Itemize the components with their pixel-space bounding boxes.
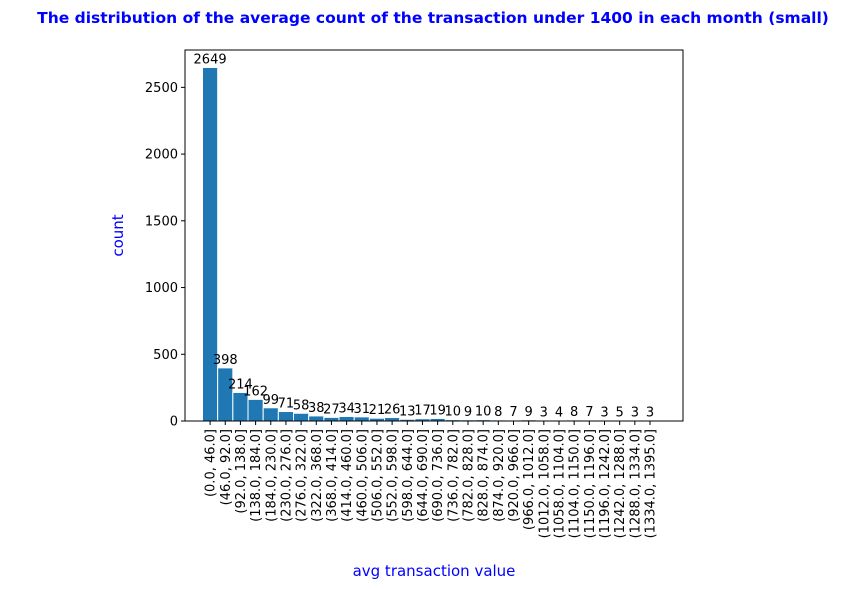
x-tick-label: (644.0, 690.0] [416,429,431,522]
x-axis-label: avg transaction value [353,562,516,580]
bar [384,417,401,422]
bar-value-label: 162 [243,384,268,399]
bar-value-label: 71 [278,397,295,412]
x-tick-label: (0.0, 46.0] [204,429,219,497]
x-tick-label: (736.0, 782.0] [446,429,461,522]
bar-value-label: 9 [464,405,472,420]
y-axis-ticks: 0 500 1000 1500 2000 2500 [145,81,185,430]
x-tick-label: (506.0, 552.0] [370,429,385,522]
y-tick-label: 0 [170,415,178,430]
y-tick-label: 1500 [145,214,178,229]
x-axis-ticks: (0.0, 46.0] (46.0, 92.0] (92.0, 138.0] (138… [204,421,659,538]
bar-value-label: 31 [354,402,371,417]
bar-value-label: 19 [429,403,446,418]
bar-value-label: 398 [213,353,238,368]
x-tick-label: (1242.0, 1288.0] [613,429,628,538]
y-tick-label: 1000 [145,281,178,296]
bar [338,415,355,422]
x-tick-label: (1150.0, 1196.0] [583,429,598,538]
x-tick-label: (552.0, 598.0] [386,429,401,522]
bar-value-label: 58 [293,398,310,413]
chart-title: The distribution of the average count of… [37,9,829,27]
x-tick-label: (1334.0, 1395.0] [644,429,659,538]
bar-value-label: 34 [338,401,355,416]
bar [247,398,264,422]
bar-value-label: 10 [445,405,462,420]
x-tick-label: (828.0, 874.0] [477,429,492,522]
y-axis-label: count [109,214,127,256]
bar [323,416,340,422]
x-tick-label: (368.0, 414.0] [325,429,340,522]
y-tick-label: 2500 [145,81,178,96]
bar-value-label: 21 [369,403,386,418]
bar-value-label: 214 [228,377,253,392]
x-tick-label: (184.0, 230.0] [264,429,279,522]
bars [202,66,659,422]
bar-value-label: 38 [308,401,325,416]
bar-value-label: 8 [494,405,502,420]
x-tick-label: (276.0, 322.0] [295,429,310,522]
x-tick-label: (598.0, 644.0] [401,429,416,522]
x-tick-label: (1288.0, 1334.0] [628,429,643,538]
x-tick-label: (322.0, 368.0] [310,429,325,522]
bar-value-label: 5 [616,405,624,420]
bar-value-label: 8 [570,405,578,420]
x-tick-label: (460.0, 506.0] [355,429,370,522]
x-tick-label: (138.0, 184.0] [249,429,264,522]
bar-value-label: 3 [540,406,548,421]
bar-value-label: 3 [600,406,608,421]
y-tick-label: 500 [153,348,178,363]
x-tick-label: (1196.0, 1242.0] [598,429,613,538]
x-tick-label: (690.0, 736.0] [431,429,446,522]
bar-value-label: 13 [399,404,416,419]
bar-value-label: 4 [555,405,563,420]
x-tick-label: (782.0, 828.0] [461,429,476,522]
bar-value-label: 7 [509,405,517,420]
x-tick-label: (230.0, 276.0] [279,429,294,522]
bar-value-label: 7 [585,405,593,420]
bar-value-label: 17 [414,404,431,419]
bar-value-label: 99 [262,393,279,408]
bar [308,415,325,422]
bar [217,367,234,422]
bar-value-label: 2649 [194,52,227,67]
bar [262,407,279,422]
bar-value-label: 10 [475,405,492,420]
bar [202,66,219,422]
bar-value-label: 27 [323,402,340,417]
x-tick-label: (966.0, 1012.0] [522,429,537,530]
x-tick-label: (92.0, 138.0] [234,429,249,514]
bar [277,411,295,422]
x-tick-label: (1104.0, 1150.0] [568,429,583,538]
x-tick-label: (874.0, 920.0] [492,429,507,522]
x-tick-label: (46.0, 92.0] [219,429,234,505]
x-tick-label: (1058.0, 1104.0] [552,429,567,538]
y-tick-label: 2000 [145,148,178,163]
bar-value-label: 9 [525,405,533,420]
plot-area-frame [184,49,684,422]
bar-value-label: 26 [384,403,401,418]
bar-value-label: 3 [631,406,639,421]
x-tick-label: (920.0, 966.0] [507,429,522,522]
x-tick-label: (414.0, 460.0] [340,429,355,522]
bar-value-label: 3 [646,406,654,421]
bar [293,412,310,422]
x-tick-label: (1012.0, 1058.0] [537,429,552,538]
bar [353,416,370,422]
